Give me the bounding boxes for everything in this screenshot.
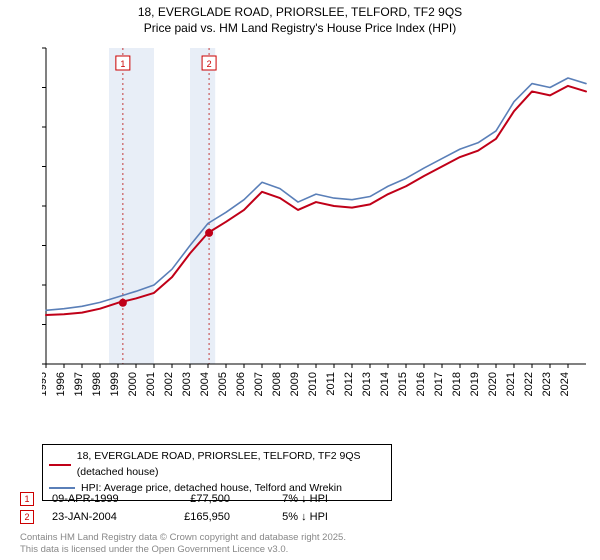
marker-row-2: 2 23-JAN-2004 £165,950 5% ↓ HPI xyxy=(20,508,328,526)
legend-label-0: 18, EVERGLADE ROAD, PRIORSLEE, TELFORD, … xyxy=(77,449,385,481)
marker-price-1: £77,500 xyxy=(160,493,230,505)
title-line-2: Price paid vs. HM Land Registry's House … xyxy=(0,20,600,36)
svg-text:2003: 2003 xyxy=(181,372,193,396)
svg-text:2021: 2021 xyxy=(505,372,517,396)
svg-text:1998: 1998 xyxy=(91,372,103,396)
footer-line-1: Contains HM Land Registry data © Crown c… xyxy=(20,532,346,544)
chart-svg: £0£50K£100K£150K£200K£250K£300K£350K£400… xyxy=(42,44,590,444)
svg-text:1995: 1995 xyxy=(42,372,49,396)
svg-text:1996: 1996 xyxy=(55,372,67,396)
marker-price-2: £165,950 xyxy=(160,511,230,523)
svg-text:2000: 2000 xyxy=(127,372,139,396)
chart-container: 18, EVERGLADE ROAD, PRIORSLEE, TELFORD, … xyxy=(0,0,600,560)
svg-text:2013: 2013 xyxy=(361,372,373,396)
svg-text:2012: 2012 xyxy=(343,372,355,396)
svg-text:2011: 2011 xyxy=(325,372,337,396)
svg-text:1997: 1997 xyxy=(73,372,85,396)
svg-text:2014: 2014 xyxy=(379,372,391,396)
marker-date-2: 23-JAN-2004 xyxy=(52,511,142,523)
svg-text:1: 1 xyxy=(120,59,125,69)
svg-text:2016: 2016 xyxy=(415,372,427,396)
title-line-1: 18, EVERGLADE ROAD, PRIORSLEE, TELFORD, … xyxy=(0,4,600,20)
svg-text:2018: 2018 xyxy=(451,372,463,396)
marker-pct-1: 7% ↓ HPI xyxy=(248,493,328,505)
svg-text:2002: 2002 xyxy=(163,372,175,396)
footer-line-2: This data is licensed under the Open Gov… xyxy=(20,544,346,556)
legend-item-0: 18, EVERGLADE ROAD, PRIORSLEE, TELFORD, … xyxy=(49,449,385,481)
svg-text:2007: 2007 xyxy=(253,372,265,396)
footer: Contains HM Land Registry data © Crown c… xyxy=(20,532,346,556)
svg-text:2020: 2020 xyxy=(487,372,499,396)
svg-text:2019: 2019 xyxy=(469,372,481,396)
svg-text:2009: 2009 xyxy=(289,372,301,396)
legend-swatch-0 xyxy=(49,464,71,466)
svg-text:2010: 2010 xyxy=(307,372,319,396)
svg-text:2: 2 xyxy=(207,59,212,69)
svg-text:2008: 2008 xyxy=(271,372,283,396)
marker-badge-1: 1 xyxy=(20,492,34,506)
svg-text:2015: 2015 xyxy=(397,372,409,396)
marker-pct-2: 5% ↓ HPI xyxy=(248,511,328,523)
marker-date-1: 09-APR-1999 xyxy=(52,493,142,505)
svg-text:2005: 2005 xyxy=(217,372,229,396)
svg-text:2001: 2001 xyxy=(145,372,157,396)
marker-row-1: 1 09-APR-1999 £77,500 7% ↓ HPI xyxy=(20,490,328,508)
svg-text:2017: 2017 xyxy=(433,372,445,396)
svg-text:2022: 2022 xyxy=(523,372,535,396)
marker-badge-2: 2 xyxy=(20,510,34,524)
svg-text:2023: 2023 xyxy=(541,372,553,396)
plot-area: £0£50K£100K£150K£200K£250K£300K£350K£400… xyxy=(42,44,590,404)
sale-marker-table: 1 09-APR-1999 £77,500 7% ↓ HPI 2 23-JAN-… xyxy=(20,490,328,526)
svg-text:2004: 2004 xyxy=(199,372,211,396)
svg-text:1999: 1999 xyxy=(109,372,121,396)
chart-title: 18, EVERGLADE ROAD, PRIORSLEE, TELFORD, … xyxy=(0,0,600,36)
svg-text:2024: 2024 xyxy=(559,372,571,396)
svg-text:2006: 2006 xyxy=(235,372,247,396)
